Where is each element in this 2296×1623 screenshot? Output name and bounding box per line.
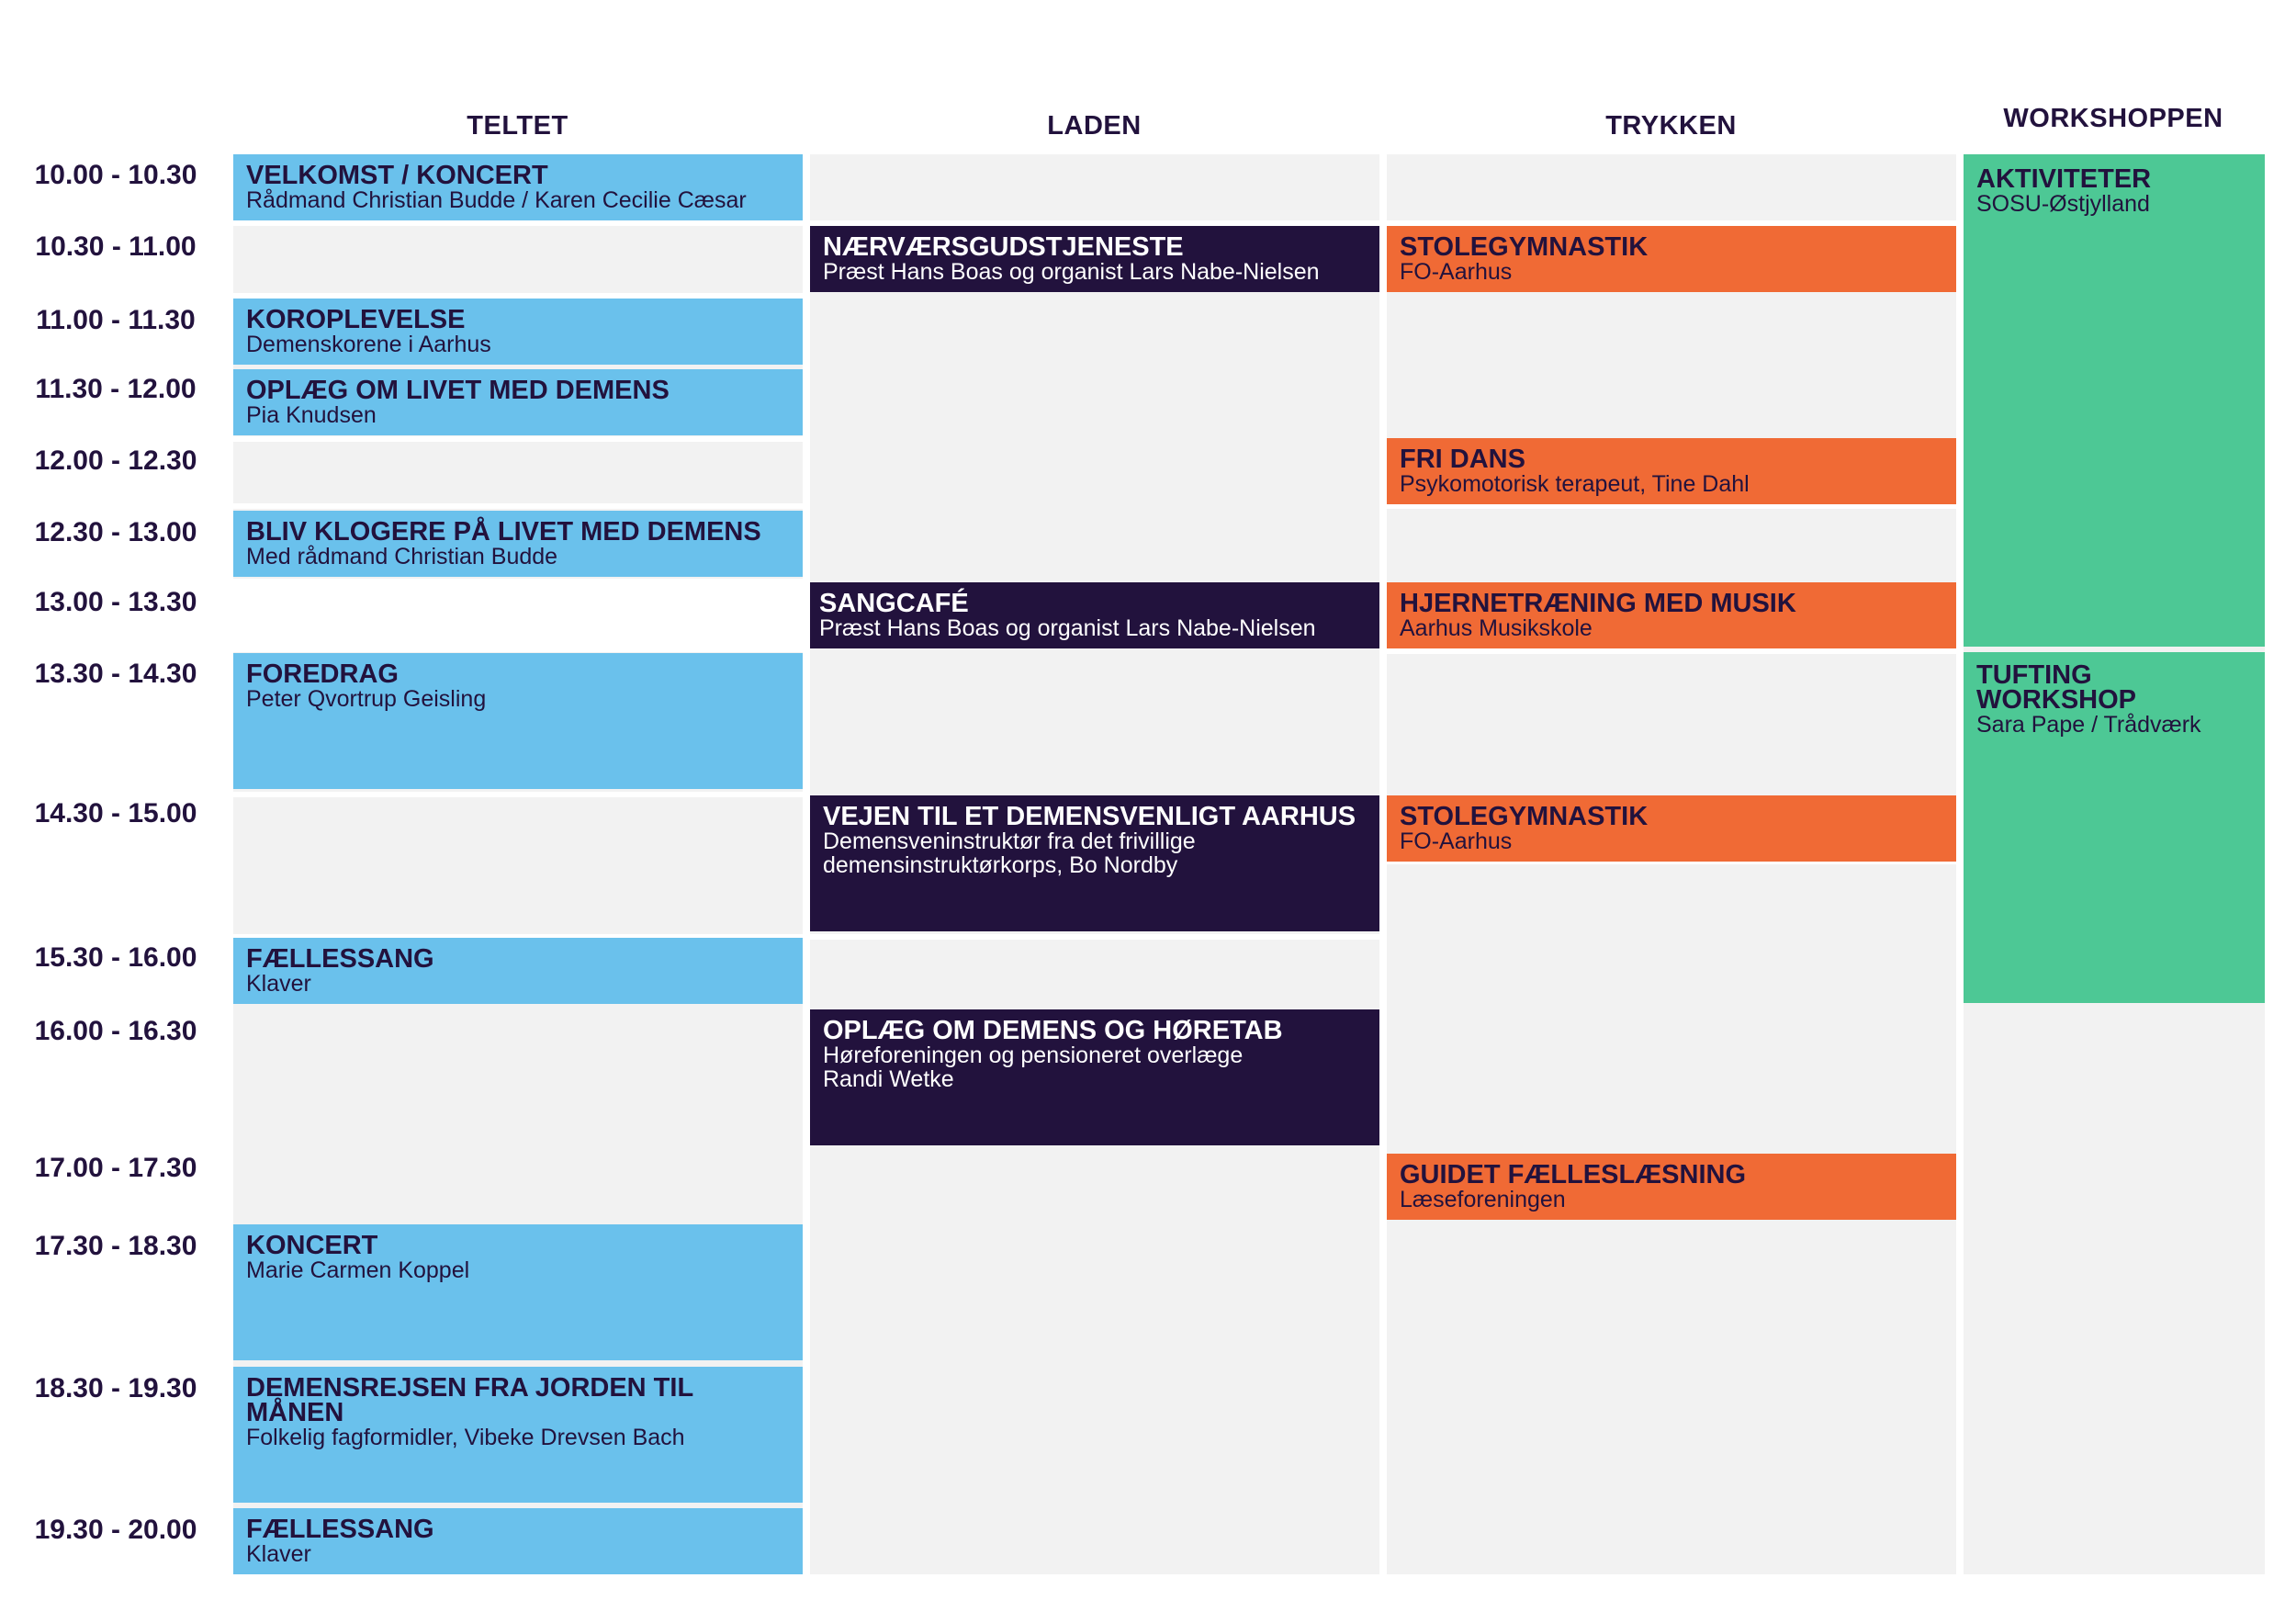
event-card-teltet[interactable]: DEMENSREJSEN FRA JORDEN TIL MÅNEN Folkel… bbox=[233, 1367, 803, 1503]
column-header-teltet: TELTET bbox=[467, 111, 568, 141]
time-slot-label: 10.00 - 10.30 bbox=[34, 160, 197, 190]
row-divider bbox=[810, 220, 1379, 226]
event-subtitle-line2: demensinstruktørkorps, Bo Nordby bbox=[823, 852, 1178, 878]
event-title: OPLÆG OM DEMENS OG HØRETAB bbox=[823, 1016, 1283, 1045]
row-divider bbox=[233, 792, 803, 797]
event-title: AKTIVITETER bbox=[1976, 164, 2152, 194]
event-card-teltet[interactable]: FOREDRAG Peter Qvortrup Geisling bbox=[233, 653, 803, 789]
row-divider bbox=[233, 293, 803, 299]
time-slot-label: 17.30 - 18.30 bbox=[34, 1231, 197, 1261]
row-divider bbox=[233, 436, 803, 442]
event-card-laden[interactable]: OPLÆG OM DEMENS OG HØRETAB Høreforeninge… bbox=[810, 1009, 1379, 1145]
event-card-laden[interactable]: VEJEN TIL ET DEMENSVENLIGT AARHUS Demens… bbox=[810, 795, 1379, 931]
row-divider bbox=[1387, 859, 1956, 864]
event-subtitle: FO-Aarhus bbox=[1400, 828, 1513, 854]
event-card-trykken[interactable]: GUIDET FÆLLESLÆSNING Læseforeningen bbox=[1387, 1154, 1956, 1220]
event-subtitle: Høreforeningen og pensioneret overlæge bbox=[823, 1043, 1244, 1068]
event-title: VELKOMST / KONCERT bbox=[246, 161, 548, 190]
time-slot-label: 12.30 - 13.00 bbox=[34, 517, 197, 547]
event-subtitle: Rådmand Christian Budde / Karen Cecilie … bbox=[246, 187, 747, 213]
event-card-teltet[interactable]: KOROPLEVELSE Demenskorene i Aarhus bbox=[233, 299, 803, 365]
event-subtitle: Sara Pape / Trådværk bbox=[1976, 712, 2201, 738]
event-card-teltet[interactable]: VELKOMST / KONCERT Rådmand Christian Bud… bbox=[233, 154, 803, 220]
event-card-trykken[interactable]: FRI DANS Psykomotorisk terapeut, Tine Da… bbox=[1387, 438, 1956, 504]
time-slot-label: 17.00 - 17.30 bbox=[34, 1153, 197, 1183]
event-title: KONCERT bbox=[246, 1231, 378, 1260]
column-header-workshoppen: WORKSHOPPEN bbox=[2003, 104, 2223, 133]
event-card-workshoppen[interactable]: AKTIVITETER SOSU-Østjylland bbox=[1964, 154, 2265, 647]
event-card-trykken[interactable]: STOLEGYMNASTIK FO-Aarhus bbox=[1387, 226, 1956, 292]
event-subtitle: Marie Carmen Koppel bbox=[246, 1257, 470, 1283]
event-subtitle: FO-Aarhus bbox=[1400, 259, 1513, 285]
time-slot-label: 16.00 - 16.30 bbox=[34, 1016, 197, 1046]
row-divider bbox=[233, 579, 803, 652]
column-header-trykken: TRYKKEN bbox=[1605, 111, 1737, 141]
event-subtitle: Pia Knudsen bbox=[246, 402, 377, 428]
time-slot-label: 13.00 - 13.30 bbox=[34, 587, 197, 617]
event-title: VEJEN TIL ET DEMENSVENLIGT AARHUS bbox=[823, 802, 1356, 831]
event-card-trykken[interactable]: STOLEGYMNASTIK FO-Aarhus bbox=[1387, 795, 1956, 862]
event-title: DEMENSREJSEN FRA JORDEN TIL MÅNEN bbox=[246, 1373, 693, 1427]
event-card-workshoppen[interactable]: TUFTING WORKSHOP Sara Pape / Trådværk bbox=[1964, 652, 2265, 1003]
row-divider bbox=[1387, 503, 1956, 509]
event-card-trykken[interactable]: HJERNETRÆNING MED MUSIK Aarhus Musikskol… bbox=[1387, 582, 1956, 648]
event-title: OPLÆG OM LIVET MED DEMENS bbox=[246, 376, 670, 405]
event-subtitle: Med rådmand Christian Budde bbox=[246, 544, 558, 569]
event-subtitle: Klaver bbox=[246, 971, 311, 997]
row-divider bbox=[1387, 220, 1956, 226]
event-subtitle: Præst Hans Boas og organist Lars Nabe-Ni… bbox=[819, 615, 1316, 641]
event-card-teltet[interactable]: FÆLLESSANG Klaver bbox=[233, 938, 803, 1004]
row-divider bbox=[233, 220, 803, 226]
event-card-laden[interactable]: SANGCAFÉ Præst Hans Boas og organist Lar… bbox=[810, 582, 1379, 648]
event-card-teltet[interactable]: BLIV KLOGERE PÅ LIVET MED DEMENS Med råd… bbox=[233, 511, 803, 577]
event-subtitle: Demensveninstruktør fra det frivillige bbox=[823, 828, 1196, 854]
event-subtitle: Aarhus Musikskole bbox=[1400, 615, 1593, 641]
time-slot-label: 12.00 - 12.30 bbox=[34, 445, 197, 476]
row-divider bbox=[810, 934, 1379, 940]
time-slot-label: 11.30 - 12.00 bbox=[35, 374, 197, 404]
event-title: HJERNETRÆNING MED MUSIK bbox=[1400, 589, 1796, 618]
event-subtitle: Folkelig fagformidler, Vibeke Drevsen Ba… bbox=[246, 1425, 685, 1450]
event-title: NÆRVÆRSGUDSTJENESTE bbox=[823, 232, 1184, 262]
event-title: FÆLLESSANG bbox=[246, 1515, 434, 1544]
event-title: TUFTING bbox=[1976, 660, 2092, 690]
time-slot-label: 18.30 - 19.30 bbox=[34, 1373, 197, 1403]
event-title: STOLEGYMNASTIK bbox=[1400, 232, 1649, 262]
event-subtitle: Læseforeningen bbox=[1400, 1187, 1566, 1212]
time-slot-label: 19.30 - 20.00 bbox=[34, 1515, 197, 1545]
row-divider bbox=[233, 503, 803, 509]
event-card-laden[interactable]: NÆRVÆRSGUDSTJENESTE Præst Hans Boas og o… bbox=[810, 226, 1379, 292]
event-card-teltet[interactable]: OPLÆG OM LIVET MED DEMENS Pia Knudsen bbox=[233, 369, 803, 435]
event-title: FÆLLESSANG bbox=[246, 944, 434, 974]
event-subtitle: Psykomotorisk terapeut, Tine Dahl bbox=[1400, 471, 1750, 497]
event-title: SANGCAFÉ bbox=[819, 589, 969, 618]
event-title: GUIDET FÆLLESLÆSNING bbox=[1400, 1160, 1746, 1189]
event-title: FOREDRAG bbox=[246, 659, 399, 689]
event-subtitle: Peter Qvortrup Geisling bbox=[246, 686, 487, 712]
time-slot-label: 13.30 - 14.30 bbox=[34, 659, 197, 689]
event-title: BLIV KLOGERE PÅ LIVET MED DEMENS bbox=[246, 517, 761, 547]
event-title: STOLEGYMNASTIK bbox=[1400, 802, 1649, 831]
time-slot-label: 11.00 - 11.30 bbox=[36, 305, 196, 335]
event-subtitle: Klaver bbox=[246, 1541, 311, 1567]
column-header-laden: LADEN bbox=[1047, 111, 1142, 141]
time-slot-label: 10.30 - 11.00 bbox=[35, 231, 197, 262]
time-slot-label: 15.30 - 16.00 bbox=[34, 942, 197, 973]
column-track-teltet bbox=[233, 154, 803, 1574]
event-title: KOROPLEVELSE bbox=[246, 305, 466, 334]
event-title: FRI DANS bbox=[1400, 445, 1525, 474]
event-card-teltet[interactable]: KONCERT Marie Carmen Koppel bbox=[233, 1224, 803, 1360]
event-subtitle-line2: Randi Wetke bbox=[823, 1066, 954, 1092]
event-subtitle: Demenskorene i Aarhus bbox=[246, 332, 491, 357]
event-card-teltet[interactable]: FÆLLESSANG Klaver bbox=[233, 1508, 803, 1574]
event-subtitle: SOSU-Østjylland bbox=[1976, 191, 2150, 217]
row-divider bbox=[233, 934, 803, 940]
row-divider bbox=[1387, 648, 1956, 654]
column-track-trykken bbox=[1387, 154, 1956, 1574]
time-slot-label: 14.30 - 15.00 bbox=[34, 798, 197, 828]
event-title-line2: WORKSHOP bbox=[1976, 685, 2136, 715]
event-subtitle: Præst Hans Boas og organist Lars Nabe-Ni… bbox=[823, 259, 1320, 285]
